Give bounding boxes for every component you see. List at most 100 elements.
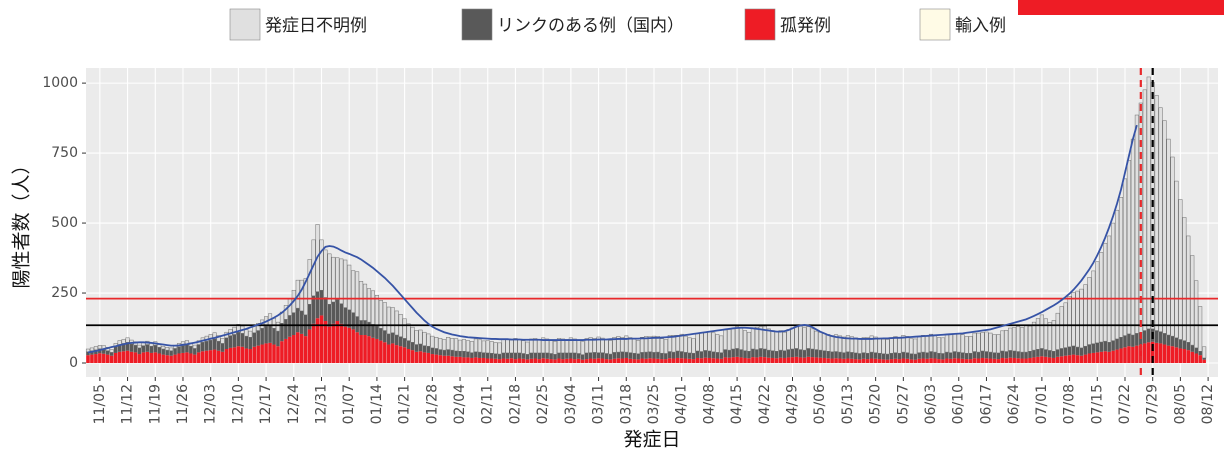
bar	[284, 338, 288, 364]
bar	[588, 358, 593, 364]
bar	[105, 350, 110, 355]
bar	[165, 355, 169, 364]
bar	[798, 325, 803, 350]
bar	[208, 334, 213, 341]
bar	[790, 357, 795, 364]
bar	[584, 359, 589, 364]
bar	[469, 341, 474, 353]
bar	[541, 358, 545, 364]
bar	[89, 347, 94, 351]
bar	[1119, 348, 1123, 364]
bar	[347, 309, 351, 328]
bar	[1118, 197, 1124, 338]
bar	[612, 337, 617, 353]
x-tick-label: 08/12	[1200, 384, 1216, 424]
bar	[383, 342, 387, 364]
bar	[169, 355, 173, 364]
bar	[386, 306, 391, 335]
bar	[945, 358, 949, 364]
bar	[766, 350, 771, 358]
bar	[683, 335, 688, 353]
bar	[929, 351, 933, 359]
x-tick-label: 05/06	[812, 384, 828, 424]
bar	[1103, 242, 1108, 342]
bar	[711, 351, 716, 359]
bar	[283, 305, 288, 320]
bar	[652, 358, 656, 364]
bar	[739, 357, 743, 364]
bar	[1035, 318, 1040, 350]
bar	[505, 338, 510, 354]
bar	[406, 349, 411, 364]
x-tick-label: 11/26	[175, 384, 191, 424]
bar	[1039, 314, 1044, 349]
bar	[691, 338, 696, 354]
bar	[588, 337, 593, 353]
bar	[192, 344, 197, 349]
bar	[193, 348, 197, 355]
bar	[1063, 355, 1068, 364]
bar	[988, 358, 993, 364]
bar	[1004, 330, 1009, 352]
bar	[1087, 277, 1092, 345]
bar	[960, 358, 965, 364]
bar	[1016, 326, 1021, 352]
bar	[521, 340, 526, 354]
bar	[703, 332, 708, 351]
bar	[782, 331, 787, 351]
bar	[1162, 120, 1167, 334]
bar	[387, 344, 391, 364]
bar	[232, 334, 237, 348]
bar	[794, 348, 799, 357]
bar	[838, 352, 842, 359]
bar	[596, 336, 601, 353]
bar	[86, 355, 90, 364]
bar	[1166, 138, 1171, 336]
bar	[1122, 178, 1128, 336]
bar	[925, 352, 929, 359]
bar	[976, 352, 981, 359]
bar	[462, 357, 466, 364]
bar	[1044, 356, 1048, 364]
bar	[1055, 312, 1060, 350]
bar	[1123, 347, 1127, 364]
bar	[580, 354, 585, 360]
bar	[1012, 357, 1016, 364]
bar	[620, 358, 625, 364]
bar	[1048, 350, 1052, 358]
bar	[430, 354, 435, 364]
bar	[850, 352, 854, 359]
bar	[759, 356, 763, 364]
bar	[766, 357, 771, 364]
bar	[327, 326, 332, 364]
bar	[189, 353, 193, 364]
bar	[165, 350, 169, 356]
bar	[933, 352, 937, 359]
bar	[185, 344, 189, 353]
bar	[703, 357, 708, 364]
bar	[102, 349, 106, 354]
bar	[398, 336, 403, 347]
bar	[363, 320, 367, 336]
bar	[897, 353, 902, 360]
bar	[909, 353, 914, 360]
bar	[972, 351, 977, 359]
bar	[1047, 322, 1052, 351]
bar	[1158, 107, 1163, 332]
x-tick-label: 12/31	[314, 384, 330, 424]
bar	[86, 351, 90, 356]
bar	[561, 352, 565, 360]
bar	[220, 338, 225, 344]
bar	[521, 358, 526, 364]
bar	[802, 327, 807, 351]
x-tick-label: 12/10	[230, 384, 246, 424]
bar	[897, 337, 902, 354]
bar	[964, 359, 969, 364]
bar	[1083, 284, 1088, 347]
bar	[750, 327, 755, 350]
bar	[339, 258, 344, 304]
bar	[707, 331, 712, 352]
y-tick-label: 0	[69, 355, 78, 371]
bar	[992, 352, 997, 359]
bar	[1135, 333, 1139, 346]
